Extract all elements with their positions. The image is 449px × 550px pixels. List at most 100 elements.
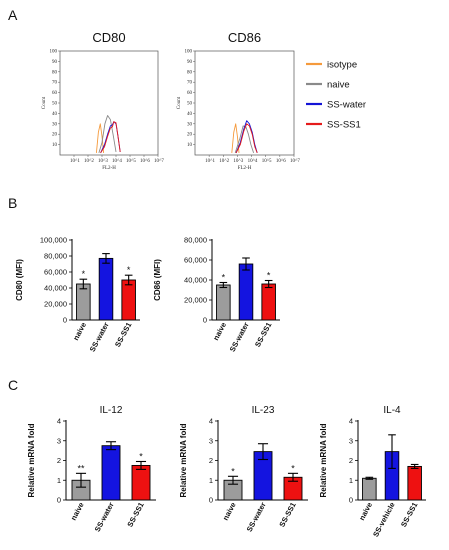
x-tick-label: 10^6	[140, 159, 150, 164]
error-bar-ss-ss1	[410, 463, 419, 469]
chart-title: CD80	[92, 30, 125, 45]
significance-marker: *	[267, 271, 271, 281]
bar-ss-water	[238, 263, 254, 321]
y-tick-label: 20,000	[44, 300, 67, 309]
significance-marker: *	[231, 466, 235, 476]
y-tick-label: 20	[52, 133, 58, 138]
bar-ss-water	[98, 257, 114, 321]
series-line-ss-water	[235, 120, 258, 154]
bar-ss-ss1	[407, 465, 422, 501]
y-tick-label: 0	[63, 316, 67, 325]
y-tick-label: 1	[349, 476, 353, 485]
error-bar-ss-ss1	[124, 274, 133, 286]
error-bar-naive	[219, 281, 228, 289]
chart-title: IL-4	[383, 405, 401, 416]
significance-marker: **	[77, 463, 85, 473]
category-label-ss-ss1: SS-SS1	[113, 321, 133, 349]
bar-chart-il23: IL-23 0 1 2 3 4 Relative mRNA fold * naive SS-wat…	[179, 405, 308, 533]
category-label-naive: naive	[357, 501, 374, 522]
legend-label-ss-water: SS-water	[327, 100, 366, 111]
y-tick-label: 0	[349, 496, 353, 505]
series-line-ss-ss1	[100, 121, 121, 154]
chart-title: IL-23	[252, 405, 275, 416]
flow-histogram-cd80: CD80 10^1 10^2 10^3 10^4 10^5 10^6 10^7 10 20 30 40…	[42, 30, 164, 171]
bar-chart-il12: IL-12 0 1 2 3 4 Relative mRNA fold ** naive SS-wa…	[27, 405, 156, 533]
series-line-naive	[98, 115, 117, 154]
significance-marker: *	[222, 273, 226, 283]
y-tick-label: 40	[187, 112, 193, 117]
bar-naive	[362, 477, 377, 501]
x-tick-label: 10^4	[112, 159, 122, 164]
x-tick-label: 10^2	[84, 159, 94, 164]
y-axis-label: Relative mRNA fold	[179, 423, 188, 497]
y-tick-label: 60,000	[44, 268, 67, 277]
x-tick-label: 10^1	[70, 159, 80, 164]
y-tick-label: 3	[349, 436, 353, 445]
chart-title: CD86	[228, 30, 261, 45]
legend-label-ss-ss1: SS-SS1	[327, 120, 361, 131]
y-tick-label: 10	[52, 143, 58, 148]
flow-histogram-cd86: CD86 10^1 10^2 10^3 10^4 10^5 10^6 10^7 10 20 30 40…	[177, 30, 300, 171]
y-tick-label: 70	[52, 81, 58, 86]
plot-frame	[194, 50, 295, 156]
legend-label-naive: naive	[327, 80, 350, 91]
panel-letter-c: C	[8, 377, 18, 393]
chart-title: IL-12	[100, 405, 123, 416]
error-bar-ss-ss1	[287, 472, 299, 482]
bar-ss-water	[101, 445, 121, 501]
y-tick-label: 100	[50, 50, 58, 55]
y-tick-label: 90	[187, 60, 193, 65]
category-label-naive: naive	[211, 321, 228, 342]
y-tick-label: 0	[57, 496, 61, 505]
x-tick-label: 10^2	[219, 159, 229, 164]
error-bar-naive	[227, 475, 239, 485]
y-tick-label: 2	[57, 456, 61, 465]
bar-chart-il4: IL-4 0 1 2 3 4 Relative mRNA fold naiveSS-vehic…	[319, 405, 426, 538]
y-tick-label: 0	[203, 316, 207, 325]
y-tick-label: 40	[52, 112, 58, 117]
x-tick-label: 10^4	[248, 159, 258, 164]
bar-naive	[76, 283, 91, 321]
significance-marker: *	[291, 463, 295, 473]
category-label-ss-water: SS-water	[93, 501, 116, 534]
category-label-ss-ss1: SS-SS1	[399, 501, 419, 529]
y-tick-label: 80	[52, 70, 58, 75]
category-label-ss-water: SS-water	[245, 501, 268, 534]
significance-marker: *	[139, 451, 143, 461]
error-bar-ss-vehicle	[388, 434, 396, 469]
y-tick-label: 3	[57, 436, 61, 445]
y-tick-label: 100,000	[40, 236, 67, 245]
y-tick-label: 60	[52, 91, 58, 96]
category-label-ss-ss1: SS-SS1	[125, 501, 145, 529]
y-axis-label: CD86 (MFI)	[153, 259, 162, 301]
y-tick-label: 90	[52, 60, 58, 65]
error-bar-ss-ss1	[135, 460, 147, 470]
error-bar-ss-ss1	[264, 279, 273, 289]
y-tick-label: 4	[57, 417, 61, 426]
series-line-isotype	[231, 123, 240, 153]
category-label-ss-water: SS-water	[88, 321, 111, 354]
y-tick-label: 30	[187, 122, 193, 127]
y-tick-label: 2	[349, 456, 353, 465]
category-label-ss-ss1: SS-SS1	[253, 321, 273, 349]
y-tick-label: 4	[209, 417, 213, 426]
y-tick-label: 50	[52, 102, 58, 107]
panel-letter-b: B	[8, 195, 17, 211]
significance-marker: *	[82, 269, 86, 279]
y-tick-label: 10	[187, 143, 193, 148]
y-axis-label: Relative mRNA fold	[319, 423, 328, 497]
error-bar-ss-water	[102, 253, 110, 264]
y-tick-label: 20,000	[184, 296, 207, 305]
x-tick-label: 10^7	[290, 159, 300, 164]
x-tick-label: 10^5	[262, 159, 272, 164]
category-label-naive: naive	[69, 501, 86, 522]
y-tick-label: 3	[209, 436, 213, 445]
error-bar-ss-water	[242, 257, 250, 271]
y-tick-label: 60,000	[184, 256, 207, 265]
bar-ss-ss1	[131, 464, 151, 501]
panel-letter-a: A	[8, 7, 18, 23]
error-bar-naive	[365, 476, 374, 480]
category-label-naive: naive	[221, 501, 238, 522]
y-axis-label: Relative mRNA fold	[27, 423, 36, 497]
